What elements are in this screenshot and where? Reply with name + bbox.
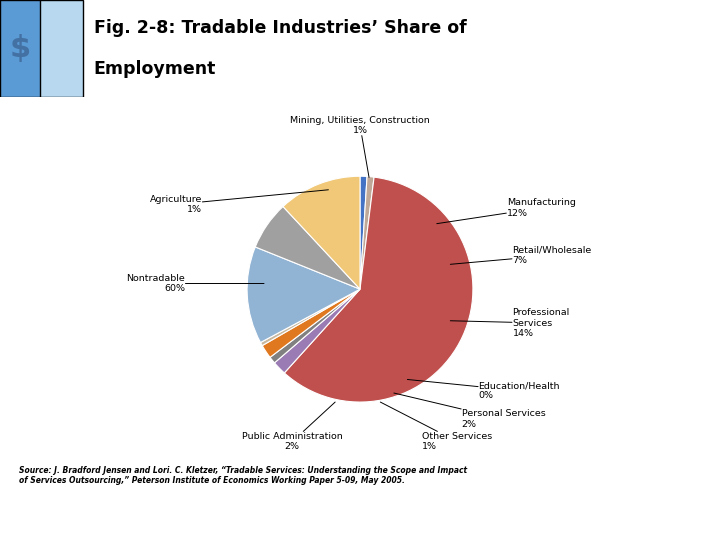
FancyBboxPatch shape [0,0,40,97]
Wedge shape [270,289,360,363]
Wedge shape [247,247,360,342]
Wedge shape [360,177,374,289]
Wedge shape [274,289,360,373]
Text: Personal Services
2%: Personal Services 2% [394,393,545,429]
Text: Mining, Utilities, Construction
1%: Mining, Utilities, Construction 1% [290,116,430,177]
Text: Fig. 2-8: Tradable Industries’ Share of: Fig. 2-8: Tradable Industries’ Share of [94,19,467,37]
Wedge shape [360,176,367,289]
Text: Employment: Employment [94,60,216,78]
Text: Manufacturing
12%: Manufacturing 12% [437,198,576,224]
Wedge shape [283,176,360,289]
FancyBboxPatch shape [0,0,83,97]
Text: Public Administration
2%: Public Administration 2% [242,402,343,451]
Text: Education/Health
0%: Education/Health 0% [408,380,560,401]
Text: Copyright © 2015 Pearson Education, Inc.  All rights reserved.: Copyright © 2015 Pearson Education, Inc.… [7,516,312,526]
Text: Source: J. Bradford Jensen and Lori. C. Kletzer, “Tradable Services: Understandi: Source: J. Bradford Jensen and Lori. C. … [19,466,467,485]
Wedge shape [262,289,360,357]
Text: Agriculture
1%: Agriculture 1% [150,190,328,214]
Text: Retail/Wholesale
7%: Retail/Wholesale 7% [450,246,592,265]
Wedge shape [261,289,360,346]
Text: Professional
Services
14%: Professional Services 14% [450,308,570,338]
Text: $: $ [9,34,31,63]
Text: Nontradable
60%: Nontradable 60% [126,274,264,293]
Wedge shape [284,177,473,402]
Text: Other Services
1%: Other Services 1% [380,402,492,451]
Text: 2-28: 2-28 [690,516,713,526]
Wedge shape [256,206,360,289]
